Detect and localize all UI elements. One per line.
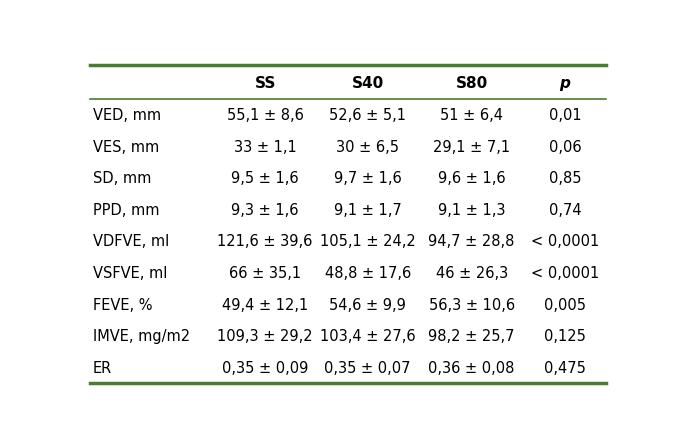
Text: ER: ER bbox=[93, 360, 112, 375]
Text: S80: S80 bbox=[456, 75, 488, 90]
Text: 0,005: 0,005 bbox=[544, 297, 586, 312]
Text: 121,6 ± 39,6: 121,6 ± 39,6 bbox=[217, 234, 313, 249]
Text: FEVE, %: FEVE, % bbox=[93, 297, 152, 312]
Text: 66 ± 35,1: 66 ± 35,1 bbox=[229, 265, 301, 280]
Text: 98,2 ± 25,7: 98,2 ± 25,7 bbox=[428, 328, 515, 343]
Text: 33 ± 1,1: 33 ± 1,1 bbox=[234, 140, 297, 155]
Text: 55,1 ± 8,6: 55,1 ± 8,6 bbox=[227, 108, 304, 123]
Text: 9,5 ± 1,6: 9,5 ± 1,6 bbox=[232, 171, 299, 186]
Text: 30 ± 6,5: 30 ± 6,5 bbox=[336, 140, 399, 155]
Text: 9,6 ± 1,6: 9,6 ± 1,6 bbox=[438, 171, 505, 186]
Text: 0,35 ± 0,07: 0,35 ± 0,07 bbox=[325, 360, 411, 375]
Text: PPD, mm: PPD, mm bbox=[93, 202, 160, 217]
Text: IMVE, mg/m2: IMVE, mg/m2 bbox=[93, 328, 190, 343]
Text: 0,35 ± 0,09: 0,35 ± 0,09 bbox=[222, 360, 308, 375]
Text: 94,7 ± 28,8: 94,7 ± 28,8 bbox=[428, 234, 515, 249]
Text: 0,125: 0,125 bbox=[544, 328, 586, 343]
Text: 9,7 ± 1,6: 9,7 ± 1,6 bbox=[334, 171, 401, 186]
Text: 9,1 ± 1,7: 9,1 ± 1,7 bbox=[334, 202, 401, 217]
Text: 0,475: 0,475 bbox=[544, 360, 586, 375]
Text: 48,8 ± 17,6: 48,8 ± 17,6 bbox=[325, 265, 411, 280]
Text: SS: SS bbox=[255, 75, 276, 90]
Text: < 0,0001: < 0,0001 bbox=[531, 234, 599, 249]
Text: 9,1 ± 1,3: 9,1 ± 1,3 bbox=[438, 202, 505, 217]
Text: VSFVE, ml: VSFVE, ml bbox=[93, 265, 167, 280]
Text: < 0,0001: < 0,0001 bbox=[531, 265, 599, 280]
Text: 105,1 ± 24,2: 105,1 ± 24,2 bbox=[320, 234, 416, 249]
Text: 0,06: 0,06 bbox=[549, 140, 581, 155]
Text: 52,6 ± 5,1: 52,6 ± 5,1 bbox=[329, 108, 406, 123]
Text: 0,01: 0,01 bbox=[549, 108, 581, 123]
Text: 56,3 ± 10,6: 56,3 ± 10,6 bbox=[428, 297, 515, 312]
Text: 49,4 ± 12,1: 49,4 ± 12,1 bbox=[222, 297, 308, 312]
Text: 0,74: 0,74 bbox=[549, 202, 581, 217]
Text: VES, mm: VES, mm bbox=[93, 140, 159, 155]
Text: p: p bbox=[559, 75, 570, 90]
Text: 109,3 ± 29,2: 109,3 ± 29,2 bbox=[217, 328, 313, 343]
Text: 9,3 ± 1,6: 9,3 ± 1,6 bbox=[232, 202, 299, 217]
Text: SD, mm: SD, mm bbox=[93, 171, 151, 186]
Text: 46 ± 26,3: 46 ± 26,3 bbox=[435, 265, 508, 280]
Text: VED, mm: VED, mm bbox=[93, 108, 161, 123]
Text: 54,6 ± 9,9: 54,6 ± 9,9 bbox=[329, 297, 406, 312]
Text: 51 ± 6,4: 51 ± 6,4 bbox=[440, 108, 503, 123]
Text: 0,36 ± 0,08: 0,36 ± 0,08 bbox=[428, 360, 515, 375]
Text: 103,4 ± 27,6: 103,4 ± 27,6 bbox=[320, 328, 416, 343]
Text: VDFVE, ml: VDFVE, ml bbox=[93, 234, 169, 249]
Text: S40: S40 bbox=[352, 75, 384, 90]
Text: 29,1 ± 7,1: 29,1 ± 7,1 bbox=[433, 140, 510, 155]
Text: 0,85: 0,85 bbox=[549, 171, 581, 186]
